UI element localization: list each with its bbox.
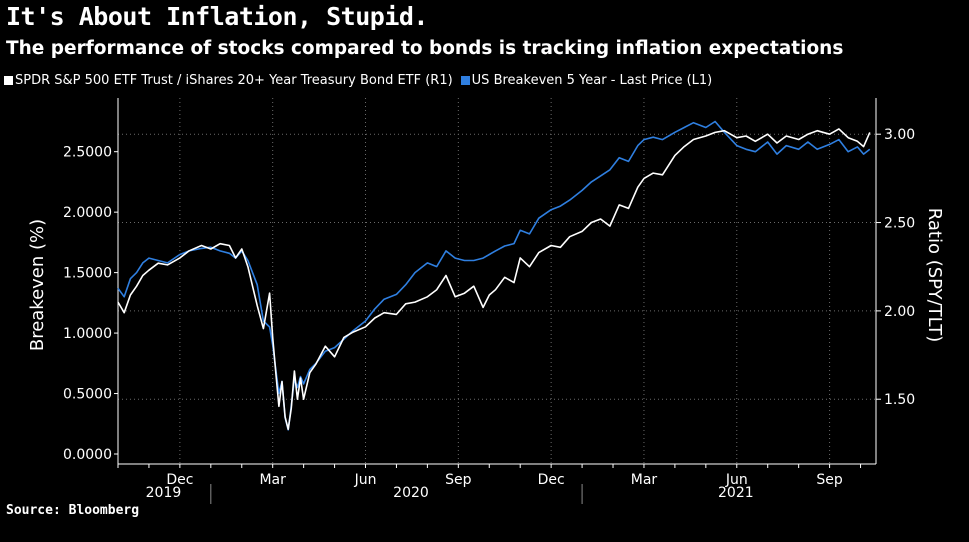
series-line-ratio xyxy=(117,128,871,431)
left-axis-label: Breakeven (%) xyxy=(27,219,48,351)
left-tick-label: 2.0000 xyxy=(63,205,112,221)
legend-label-breakeven: US Breakeven 5 Year - Last Price (L1) xyxy=(471,73,713,88)
chart-subtitle: The performance of stocks compared to bo… xyxy=(6,38,844,59)
left-tick-label: 0.5000 xyxy=(63,387,112,403)
left-tick-label: 2.5000 xyxy=(63,145,112,161)
legend-item-breakeven: US Breakeven 5 Year - Last Price (L1) xyxy=(460,73,713,88)
tick-labels: 1.50 2.00 2.50 3.00 0.0000 0.5000 1.0000 1.5000… xyxy=(63,127,915,501)
right-tick-label: 3.00 xyxy=(884,127,915,143)
x-month-label: Jun xyxy=(354,472,377,488)
series-line-breakeven xyxy=(117,120,871,431)
x-year-label: 2019 xyxy=(146,485,182,501)
x-year-label: 2020 xyxy=(393,485,429,501)
x-month-label: Sep xyxy=(445,472,472,488)
legend-swatch-ratio xyxy=(4,76,13,85)
series-group xyxy=(117,120,871,431)
left-tick-label: 1.5000 xyxy=(63,266,112,282)
legend: SPDR S&P 500 ETF Trust / iShares 20+ Yea… xyxy=(4,73,720,88)
right-tick-label: 1.50 xyxy=(884,392,915,408)
right-tick-label: 2.00 xyxy=(884,304,915,320)
legend-swatch-breakeven xyxy=(460,76,470,85)
x-month-label: Mar xyxy=(259,472,286,488)
legend-label-ratio: SPDR S&P 500 ETF Trust / iShares 20+ Yea… xyxy=(15,73,453,88)
axes xyxy=(114,98,881,504)
x-month-label: Jun xyxy=(725,472,748,488)
chart-title: It's About Inflation, Stupid. xyxy=(6,2,429,31)
legend-item-ratio: SPDR S&P 500 ETF Trust / iShares 20+ Yea… xyxy=(4,73,453,88)
x-month-label: Dec xyxy=(538,472,565,488)
right-axis-label: Ratio (SPY/TLT) xyxy=(924,208,945,342)
right-tick-label: 2.50 xyxy=(884,216,915,232)
x-month-label: Sep xyxy=(816,472,843,488)
left-tick-label: 0.0000 xyxy=(63,447,112,463)
gridlines xyxy=(118,98,876,464)
x-month-label: Mar xyxy=(631,472,658,488)
x-year-label: 2021 xyxy=(718,485,754,501)
source-note: Source: Bloomberg xyxy=(6,503,140,518)
left-tick-label: 1.0000 xyxy=(63,326,112,342)
x-month-label: Dec xyxy=(166,472,193,488)
